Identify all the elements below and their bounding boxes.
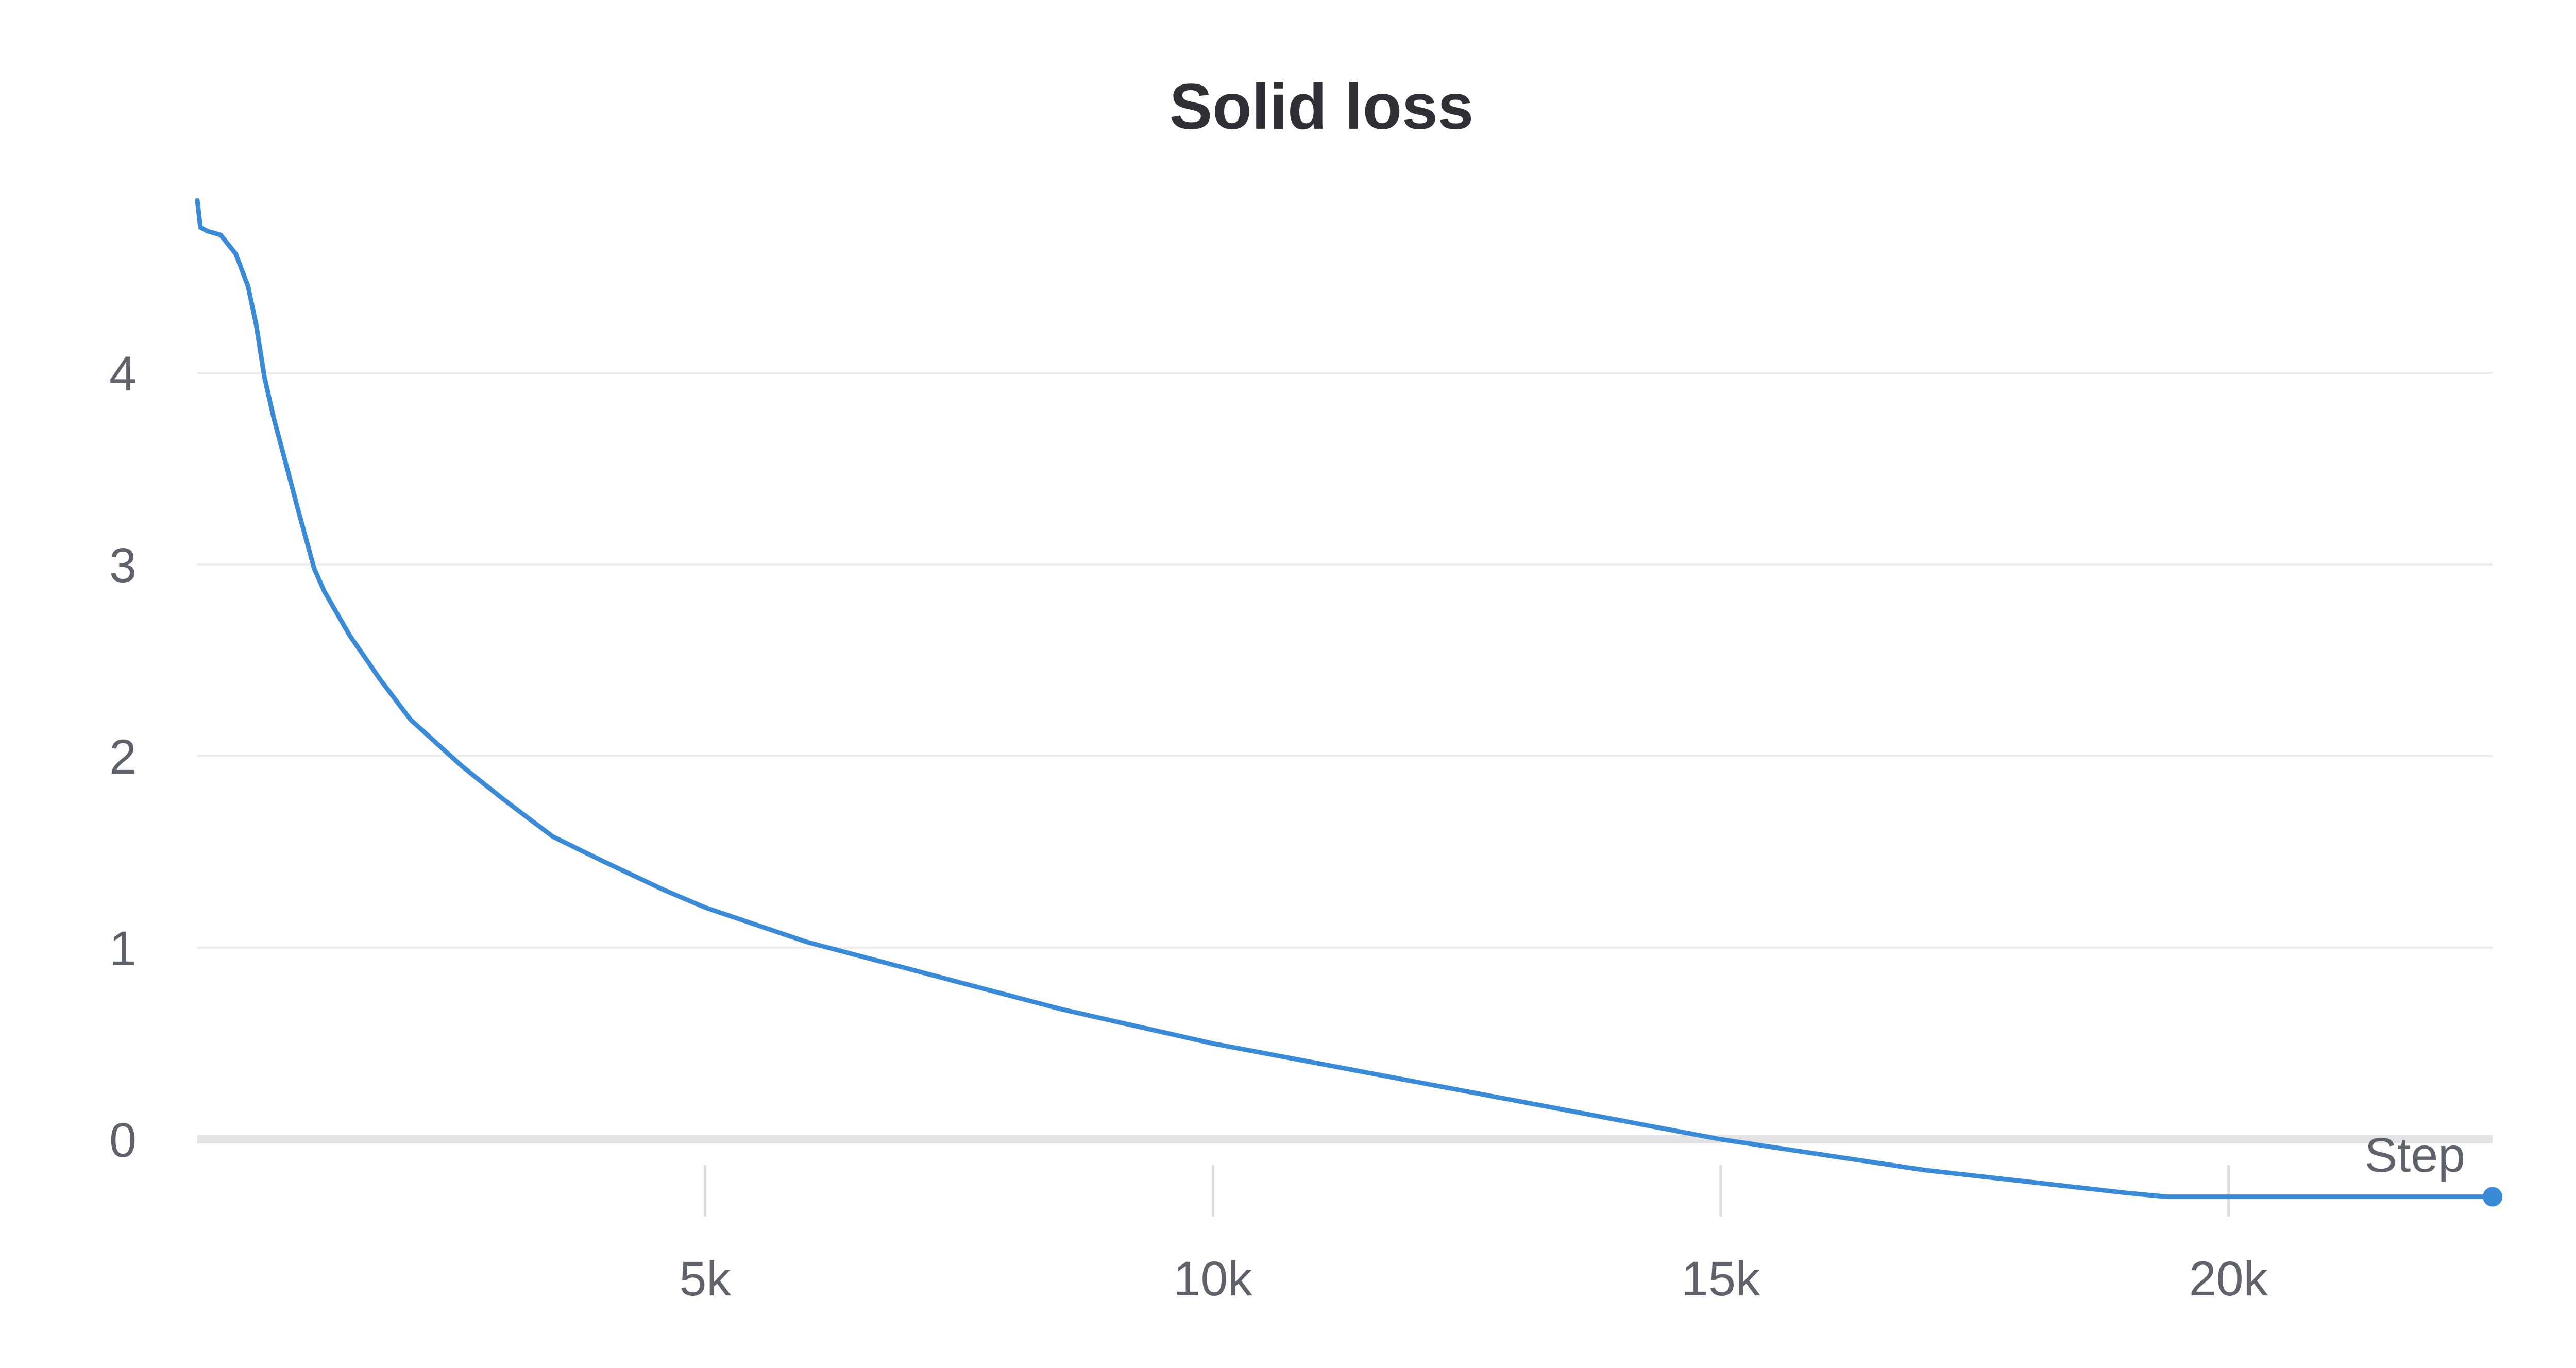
x-tick-label: 20k [2189,1252,2268,1306]
x-tick-label: 15k [1681,1252,1760,1306]
series-line [195,198,2495,1200]
chart-title: Solid loss [1170,71,1473,143]
y-tick-label: 4 [109,347,137,401]
x-tick-label: 10k [1174,1252,1253,1306]
y-tick-label: 1 [109,921,137,976]
y-axis: 0 1 2 3 4 [109,347,137,1168]
y-tick-label: 3 [109,538,137,593]
x-axis: 5k 10k 15k 20k [679,1165,2268,1306]
series-group [195,198,2502,1207]
y-tick-label: 2 [109,730,137,784]
x-tick-label: 5k [679,1252,731,1306]
y-tick-label: 0 [109,1113,137,1168]
grid [197,372,2493,1143]
x-axis-label: Step [2365,1128,2465,1183]
series-end-point [2483,1187,2502,1207]
